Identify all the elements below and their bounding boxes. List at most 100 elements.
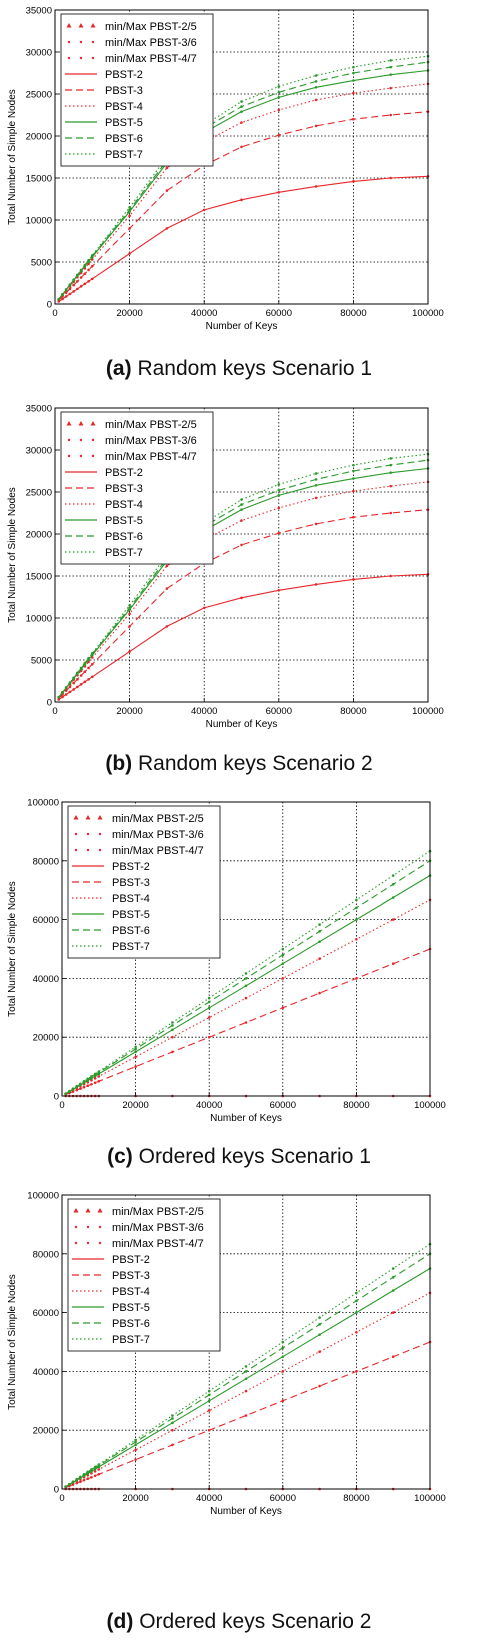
data-point-pbst-6-17	[389, 65, 393, 69]
data-point-pbst-5-14	[281, 962, 285, 965]
data-point-pbst-4-13	[244, 996, 248, 1000]
legend-marker-symbol	[98, 1225, 102, 1229]
y-tick-label-0: 0	[54, 1485, 59, 1496]
data-point-pbst-2-17	[389, 574, 393, 578]
data-point-pbst-5-15	[314, 483, 318, 487]
data-point-pbst-2-5	[76, 287, 79, 291]
data-point-pbst-5-14	[281, 1355, 285, 1358]
legend-label-pbst-5: PBST-5	[105, 117, 143, 129]
data-point-pbst-2-10	[128, 650, 131, 653]
data-point-pbst-2-7	[83, 282, 87, 286]
data-point-pbst-6-16	[355, 1299, 358, 1303]
x-tick-label-5: 100000	[412, 706, 444, 717]
data-point-pbst-7-5	[82, 1080, 86, 1083]
data-point-pbst-7-17	[391, 1267, 395, 1270]
legend-marker-symbol	[85, 1208, 91, 1213]
data-point-pbst-7-2	[64, 686, 68, 689]
caption-b-text: Random keys Scenario 2	[138, 752, 373, 775]
data-point-pbst-3-6	[79, 276, 83, 279]
x-axis-label: Number of Keys	[206, 321, 278, 332]
data-point-pbst-4-12	[207, 1016, 211, 1019]
data-point-pbst-7-3	[75, 1477, 79, 1481]
data-point-pbst-3-8	[93, 1081, 97, 1085]
data-point-pbst-7-4	[72, 278, 75, 281]
data-point-pbst-3-17	[389, 511, 393, 515]
x-tick-label-1: 20000	[122, 1493, 148, 1504]
data-point-pbst-3-7	[90, 1082, 93, 1086]
data-point-pbst-3-11	[171, 1443, 174, 1447]
data-point-pbst-7-2	[71, 1087, 75, 1090]
x-tick-label-4: 80000	[340, 706, 366, 717]
data-point-pbst-4-13	[240, 519, 243, 522]
legend-label-2: min/Max PBST-3/6	[112, 829, 204, 841]
legend-marker-symbol	[91, 438, 95, 442]
data-point-pbst-7-9	[91, 253, 94, 257]
legend-marker-symbol	[67, 438, 71, 442]
legend-label-3: min/Max PBST-4/7	[105, 53, 197, 65]
legend-marker-symbol	[78, 23, 84, 28]
data-point-pbst-2-5	[76, 685, 79, 689]
data-point-pbst-3-16	[355, 1370, 358, 1373]
y-tick-label-3: 60000	[33, 1308, 59, 1319]
x-tick-label-0: 0	[59, 1100, 64, 1111]
data-point-pbst-5-16	[352, 79, 355, 82]
data-point-pbst-7-9	[97, 1070, 101, 1073]
data-point-pbst-7-8	[93, 1072, 97, 1076]
data-point-pbst-6-11	[171, 1024, 174, 1027]
data-point-pbst-4-10	[128, 214, 131, 218]
legend-label-pbst-5: PBST-5	[112, 909, 150, 921]
data-point-pbst-2-3	[68, 690, 72, 694]
data-point-pbst-4-11	[165, 564, 169, 568]
x-tick-label-4: 80000	[343, 1100, 369, 1111]
data-point-pbst-3-4	[72, 283, 75, 287]
x-tick-label-1: 20000	[116, 706, 142, 717]
legend-label-pbst-2: PBST-2	[105, 69, 143, 81]
y-tick-label-2: 40000	[33, 974, 59, 985]
data-point-pbst-7-15	[314, 74, 318, 77]
panel-b: 0 20000 40000 60000 80000 100000 0 5000 10000 150…	[0, 398, 478, 743]
x-tick-label-3: 60000	[266, 308, 292, 319]
data-point-pbst-3-13	[244, 1021, 248, 1024]
legend-label-1: min/Max PBST-2/5	[112, 1206, 204, 1218]
data-point-pbst-3-4	[79, 1087, 82, 1090]
data-point-pbst-5-15	[318, 940, 321, 943]
data-point-pbst-4-9	[97, 1468, 101, 1471]
data-point-pbst-3-4	[72, 681, 75, 685]
data-point-pbst-6-13	[244, 1370, 248, 1373]
data-point-pbst-4-8	[93, 1470, 97, 1473]
data-point-pbst-3-8	[87, 666, 90, 670]
data-point-pbst-3-6	[79, 674, 83, 677]
y-tick-label-1: 5000	[31, 656, 52, 667]
data-point-pbst-5-17	[389, 73, 393, 76]
data-point-pbst-6-10	[134, 1440, 137, 1444]
x-tick-label-5: 100000	[414, 1100, 446, 1111]
data-point-pbst-7-8	[87, 656, 90, 660]
data-point-pbst-6-10	[128, 606, 131, 610]
data-point-pbst-6-13	[244, 977, 248, 980]
legend-marker-symbol	[74, 848, 78, 852]
x-tick-label-4: 80000	[343, 1493, 369, 1504]
caption-d-letter: (d)	[106, 1610, 134, 1633]
caption-c-text: Ordered keys Scenario 1	[138, 1145, 371, 1168]
data-point-pbst-7-0	[64, 1092, 67, 1095]
y-tick-label-7: 35000	[26, 6, 52, 17]
data-point-pbst-4-9	[97, 1075, 101, 1078]
data-point-pbst-7-0	[64, 1485, 67, 1488]
data-point-pbst-5-16	[355, 918, 358, 921]
data-point-pbst-3-17	[391, 1355, 395, 1358]
legend-marker-symbol	[98, 848, 102, 852]
data-point-pbst-6-15	[318, 930, 321, 933]
data-point-pbst-6-14	[281, 953, 285, 957]
legend-marker-symbol	[74, 1225, 78, 1229]
legend-label-pbst-3: PBST-3	[112, 877, 150, 889]
legend-label-pbst-4: PBST-4	[105, 101, 143, 113]
data-point-pbst-2-11	[165, 625, 169, 628]
data-point-pbst-4-17	[391, 918, 395, 921]
legend-marker-symbol	[90, 421, 96, 426]
data-point-pbst-7-2	[64, 288, 68, 291]
data-point-pbst-7-14	[281, 1340, 285, 1344]
data-point-pbst-3-16	[355, 977, 358, 980]
data-point-pbst-3-5	[82, 1085, 86, 1089]
data-point-pbst-7-14	[281, 947, 285, 951]
x-axis-label: Number of Keys	[210, 1506, 282, 1517]
